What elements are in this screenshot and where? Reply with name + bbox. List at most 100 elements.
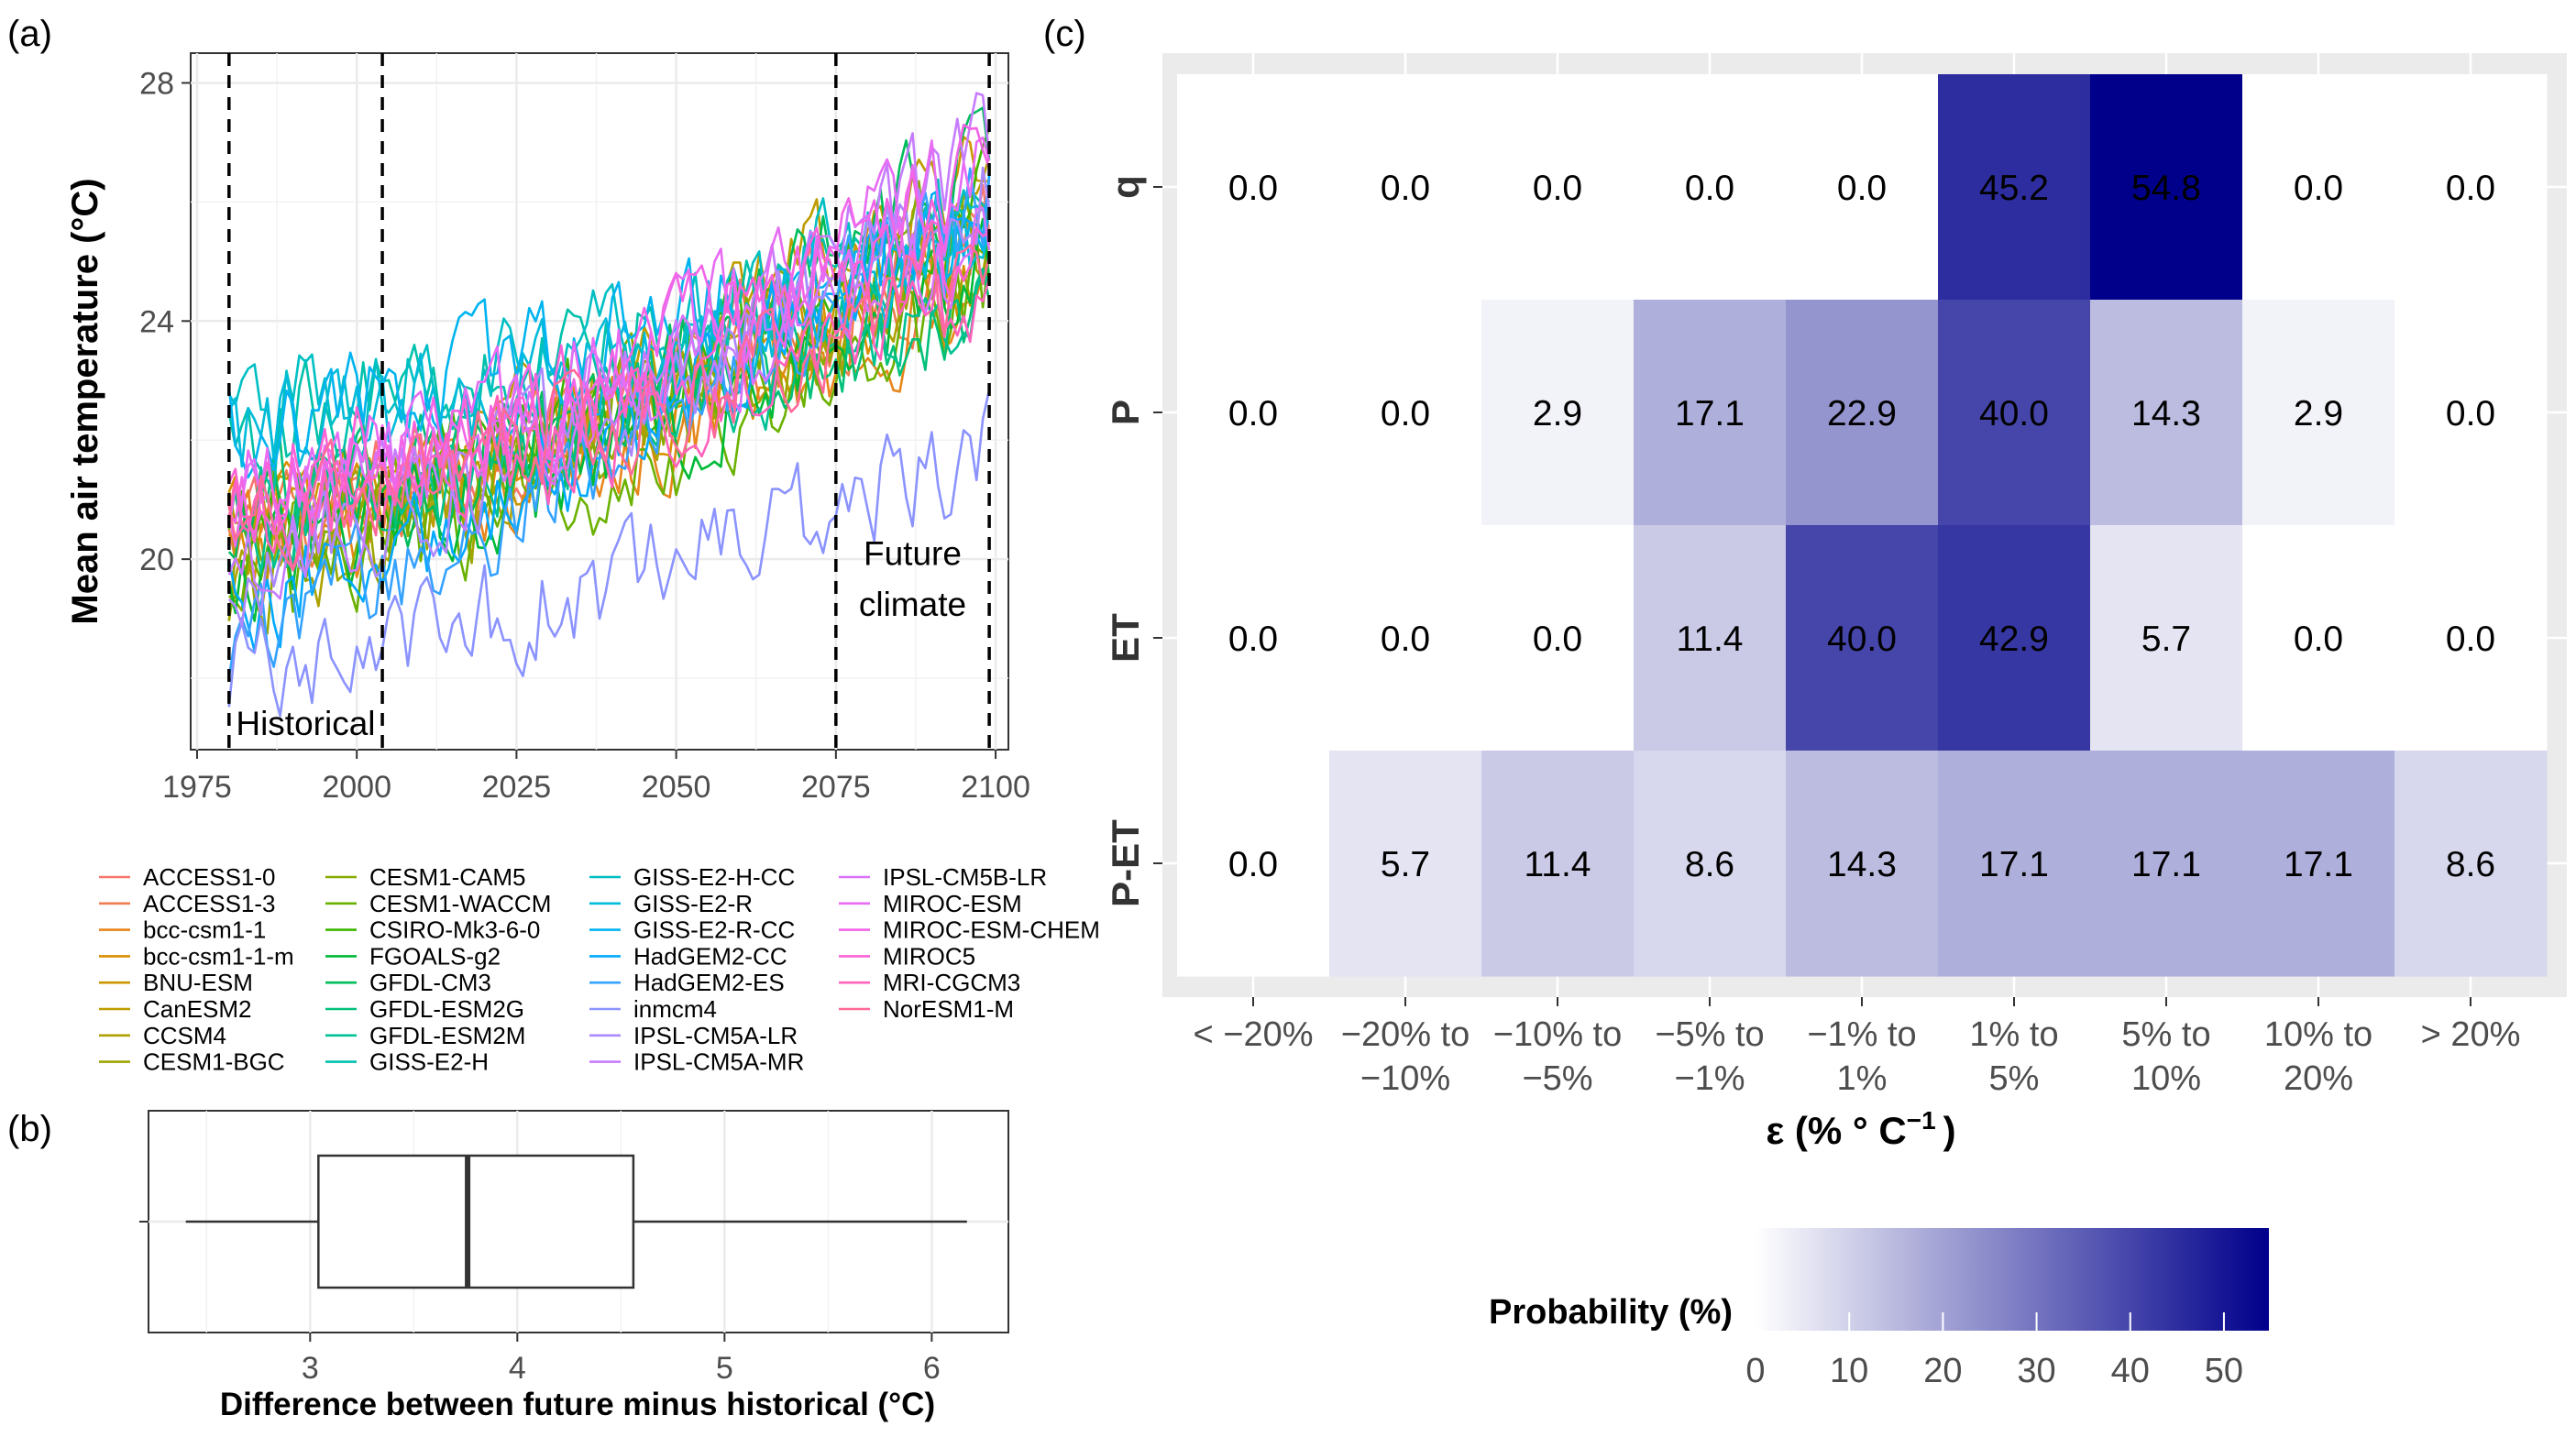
cell-value-label: 40.0 xyxy=(1827,620,1897,659)
panel-b-x-axis-title: Difference between future minus historic… xyxy=(220,1387,935,1422)
legend-label-hadgem2-es: HadGEM2-ES xyxy=(633,969,785,996)
colorbar-ticks: 0 10 20 30 40 50 xyxy=(1745,1312,2243,1390)
x-tick-label: 5% xyxy=(1989,1059,2040,1098)
panel-a-label: (a) xyxy=(7,14,52,54)
y-category-label-p-et: P-ET xyxy=(1104,819,1147,907)
heatmap-cell-p-7 xyxy=(2242,300,2395,526)
cell-value-label: 0.0 xyxy=(1381,169,1430,208)
cell-value-label: 0.0 xyxy=(1533,169,1582,208)
x-tick-label: 5% to xyxy=(2121,1015,2210,1054)
x-tick-label: 2100 xyxy=(961,770,1030,805)
heatmap-cell-et-0 xyxy=(1177,525,1330,751)
cell-value-label: 11.4 xyxy=(1524,845,1591,884)
interquartile-box xyxy=(317,1154,635,1289)
y-category-label-p: P xyxy=(1104,400,1147,425)
heatmap-cell-et-6 xyxy=(2090,525,2243,751)
legend-label-canesm2: CanESM2 xyxy=(143,995,252,1023)
legend-label-miroc-esm: MIROC-ESM xyxy=(883,890,1022,917)
legend-label-bnu-esm: BNU-ESM xyxy=(143,969,253,996)
series-line-ipsl-cm5a-lr xyxy=(227,166,991,627)
x-tick-label: −10% xyxy=(1360,1059,1450,1098)
panel-b-ticks: 3 4 5 6 xyxy=(139,1221,941,1386)
cell-value-label: 14.3 xyxy=(2131,394,2201,433)
x-tick-label: 1% xyxy=(1837,1059,1888,1098)
legend-label-gfdl-esm2g: GFDL-ESM2G xyxy=(369,995,524,1023)
cell-value-label: 54.8 xyxy=(2131,169,2201,208)
panel-a-period-lines xyxy=(227,53,991,750)
legend-label-giss-e2-r: GISS-E2-R xyxy=(633,890,753,917)
cell-value-label: 0.0 xyxy=(1837,169,1887,208)
heatmap-cell-q-7 xyxy=(2242,74,2395,301)
colorbar-title: Probability (%) xyxy=(1489,1293,1733,1332)
panel-c-value-labels: 0.0 0.0 0.0 0.0 0.0 45.2 54.8 0.0 0.0 0.0 0.0 2.9 17… xyxy=(1228,169,2495,884)
legend-label-inmcm4: inmcm4 xyxy=(633,995,717,1023)
x-tick-label: 3 xyxy=(302,1351,319,1386)
cell-value-label: 2.9 xyxy=(1533,394,1582,433)
x-tick-label: 10% to xyxy=(2264,1015,2372,1054)
annotation-climate: climate xyxy=(859,586,966,623)
legend-label-giss-e2-h: GISS-E2-H xyxy=(369,1048,489,1076)
heatmap-cell-q-6 xyxy=(2090,74,2243,301)
legend-label-cesm1-waccm: CESM1-WACCM xyxy=(369,890,551,917)
cell-value-label: 0.0 xyxy=(1381,394,1430,433)
panel-a-legend: ACCESS1-0ACCESS1-3bcc-csm1-1bcc-csm1-1-m… xyxy=(99,863,1100,1076)
cell-value-label: 42.9 xyxy=(1979,620,2049,659)
legend-label-gfdl-cm3: GFDL-CM3 xyxy=(369,969,491,996)
heatmap-cell-q-5 xyxy=(1938,74,2091,301)
legend-label-miroc5: MIROC5 xyxy=(883,942,975,970)
heatmap-cell-p-et-0 xyxy=(1177,751,1330,977)
panel-b-boxplot xyxy=(185,1154,967,1289)
colorbar-ramp xyxy=(1756,1228,2269,1331)
cell-value-label: 0.0 xyxy=(2294,620,2343,659)
cell-value-label: 40.0 xyxy=(1979,394,2049,433)
legend-label-bcc-csm1-1: bcc-csm1-1 xyxy=(143,916,266,944)
legend-label-access1-0: ACCESS1-0 xyxy=(143,863,276,891)
heatmap-cell-et-4 xyxy=(1786,525,1939,751)
cell-value-label: 0.0 xyxy=(1533,620,1582,659)
heatmap-cell-q-0 xyxy=(1177,74,1330,301)
x-tick-label: −10% to xyxy=(1493,1015,1623,1054)
cell-value-label: 2.9 xyxy=(2294,394,2343,433)
cell-value-label: 0.0 xyxy=(1228,394,1278,433)
legend-label-giss-e2-h-cc: GISS-E2-H-CC xyxy=(633,863,795,891)
panel-c-ticks: < −20% −20% to −10% −10% to −5% −5% to −1% −1% … xyxy=(1104,175,2520,1098)
x-tick-label: −1% to xyxy=(1807,1015,1916,1054)
x-tick-label: 2050 xyxy=(642,770,711,805)
cell-value-label: 5.7 xyxy=(2141,620,2191,659)
heatmap-cell-et-8 xyxy=(2394,525,2548,751)
colorbar-tick-label: 40 xyxy=(2111,1352,2150,1390)
y-category-label-et: ET xyxy=(1104,613,1147,663)
x-tick-label: 10% xyxy=(2131,1059,2201,1098)
x-tick-label: −1% xyxy=(1674,1059,1745,1098)
heatmap-cell-p-et-4 xyxy=(1786,751,1939,977)
cell-value-label: 0.0 xyxy=(1228,169,1278,208)
cell-value-label: 0.0 xyxy=(2446,620,2495,659)
colorbar-tick-label: 20 xyxy=(1923,1352,1962,1390)
heatmap-cell-p-0 xyxy=(1177,300,1330,526)
heatmap-cell-p-8 xyxy=(2394,300,2548,526)
cell-value-label: 45.2 xyxy=(1979,169,2049,208)
legend-label-fgoals-g2: FGOALS-g2 xyxy=(369,942,501,970)
legend-label-cesm1-bgc: CESM1-BGC xyxy=(143,1048,285,1076)
y-tick-label: 28 xyxy=(139,66,174,101)
panel-b-label: (b) xyxy=(7,1109,52,1149)
legend-label-noresm1-m: NorESM1-M xyxy=(883,995,1014,1023)
cell-value-label: 17.1 xyxy=(1675,394,1745,433)
heatmap-cell-q-1 xyxy=(1329,74,1482,301)
annotation-historical: Historical xyxy=(236,705,375,742)
series-line-mri-cgcm3 xyxy=(227,272,991,572)
panel-a-chart: 1975 2000 2025 2050 2075 2100 20 24 28 Historica… xyxy=(65,52,1030,805)
heatmap-cell-p-2 xyxy=(1481,300,1635,526)
series-line-miroc5 xyxy=(227,198,990,543)
x-tick-label: 20% xyxy=(2284,1059,2353,1098)
heatmap-cell-et-5 xyxy=(1938,525,2091,751)
heatmap-cell-p-et-3 xyxy=(1634,751,1787,977)
x-tick-label: > 20% xyxy=(2421,1015,2521,1054)
heatmap-cell-p-1 xyxy=(1329,300,1482,526)
x-tick-label: < −20% xyxy=(1194,1015,1314,1054)
heatmap-cell-p-et-5 xyxy=(1938,751,2091,977)
series-line-inmcm4 xyxy=(227,389,991,718)
heatmap-cell-et-3 xyxy=(1634,525,1787,751)
series-line-gfdl-cm3 xyxy=(227,106,991,567)
